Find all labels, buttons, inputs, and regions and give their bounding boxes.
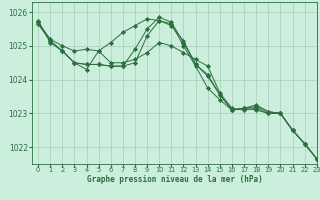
X-axis label: Graphe pression niveau de la mer (hPa): Graphe pression niveau de la mer (hPa) <box>86 175 262 184</box>
